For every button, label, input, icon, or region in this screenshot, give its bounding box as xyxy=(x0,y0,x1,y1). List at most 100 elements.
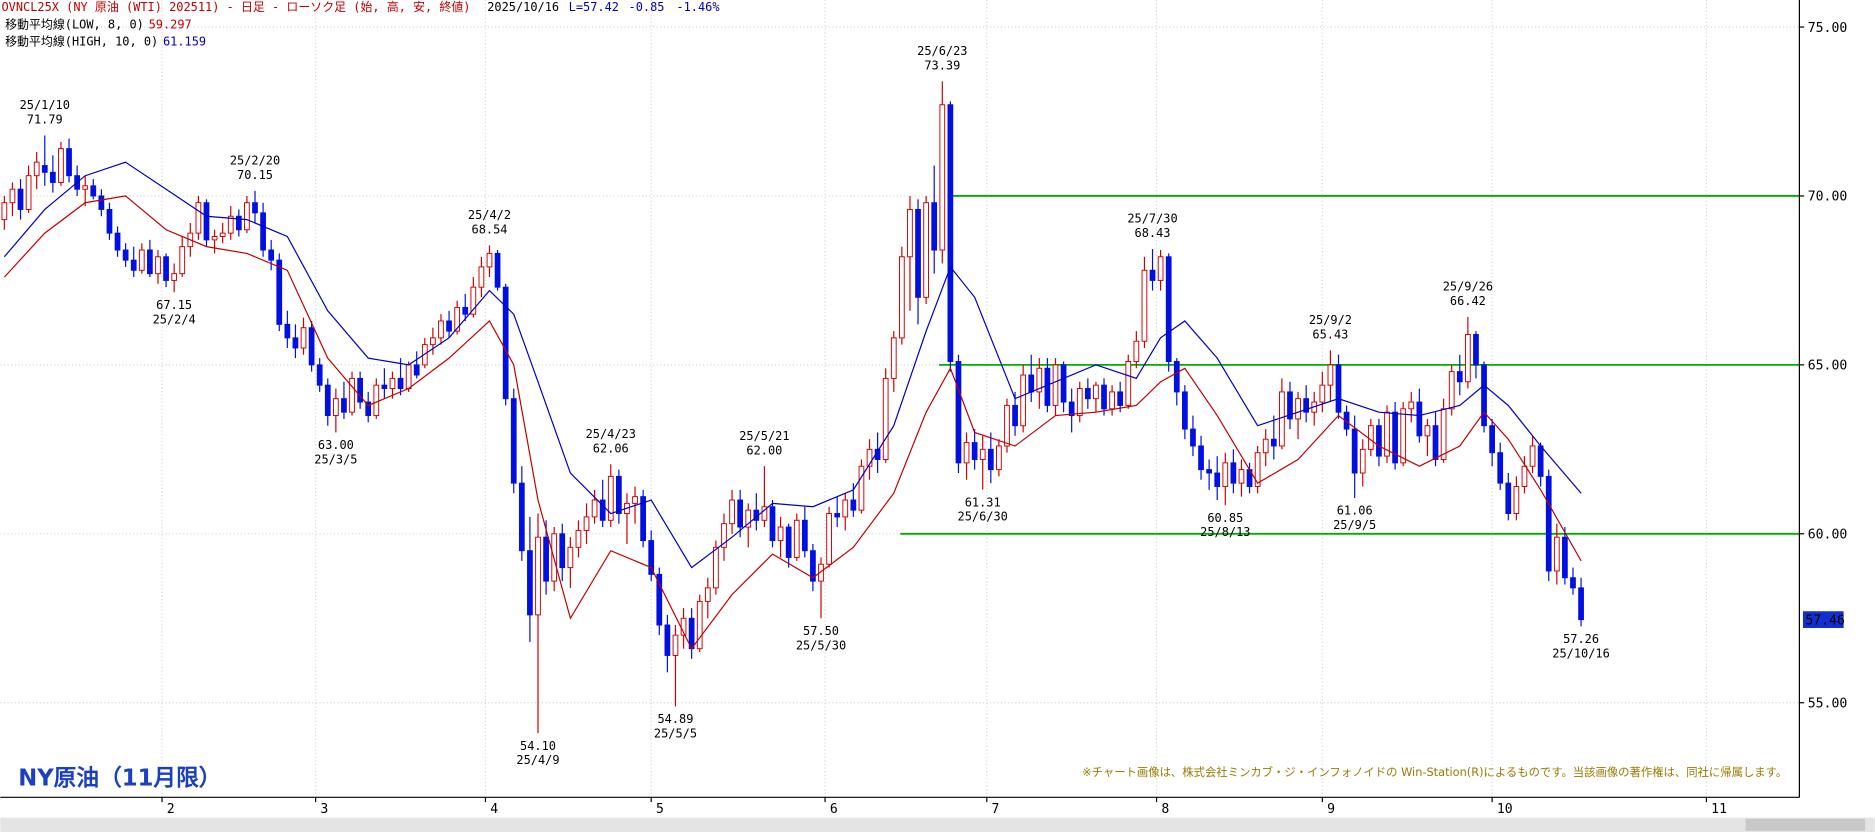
candle-body xyxy=(518,482,525,552)
candle-body xyxy=(769,506,776,542)
candle-body xyxy=(1408,401,1415,410)
candle-body xyxy=(1570,577,1576,589)
candle-body xyxy=(575,529,582,548)
candle-body xyxy=(1489,425,1495,454)
candle-body xyxy=(640,496,646,542)
credit: ※チャート画像は、株式会社ミンカブ・ジ・インフォノイドの Win-Station… xyxy=(1082,765,1787,779)
annotation-value: 54.89 xyxy=(657,712,693,726)
candle-body xyxy=(454,306,461,332)
candle-body xyxy=(341,398,347,413)
candle-body xyxy=(1529,445,1536,467)
candle-body xyxy=(1052,364,1059,406)
annotation-value: 60.85 xyxy=(1207,511,1243,525)
scrollbar-thumb[interactable] xyxy=(1745,818,1866,831)
candle-body xyxy=(1497,452,1504,484)
legend-label: 移動平均線(HIGH, 10, 0) xyxy=(5,33,158,48)
candle-body xyxy=(130,259,137,271)
x-tick-label: 8 xyxy=(1161,802,1169,817)
annotation-value: 68.54 xyxy=(472,222,508,236)
legend-entry: 移動平均線(LOW, 8, 0) 59.297 xyxy=(5,17,192,32)
candle-body xyxy=(494,252,501,288)
candle-body xyxy=(1117,391,1124,406)
candle-body xyxy=(1036,367,1043,393)
moving-average xyxy=(3,195,1582,650)
candle-body xyxy=(615,475,622,515)
candle-body xyxy=(793,519,800,558)
candle-body xyxy=(866,448,873,467)
x-tick-label: 4 xyxy=(490,802,498,817)
annotation-value: 68.43 xyxy=(1135,226,1171,240)
candle-body xyxy=(1157,256,1164,281)
candle-body xyxy=(1198,445,1204,471)
candle-body xyxy=(430,337,436,346)
candle-body xyxy=(1335,364,1342,413)
candle-body xyxy=(1456,371,1463,383)
candle-body xyxy=(543,536,549,582)
candle-body xyxy=(308,327,315,366)
candle-body xyxy=(729,499,735,525)
candle-body xyxy=(1295,398,1301,420)
candle-body xyxy=(1343,411,1350,430)
annotation-value: 65.43 xyxy=(1312,327,1348,341)
last: L=57.42 xyxy=(569,0,619,14)
candle-body xyxy=(171,273,178,281)
candle-body xyxy=(1149,269,1156,281)
candle-body xyxy=(438,320,444,339)
candle-body xyxy=(1473,333,1479,366)
candle-body xyxy=(227,215,234,234)
y-tick-label: 65.00 xyxy=(1808,359,1848,374)
candle-body xyxy=(1367,425,1374,450)
candle-body xyxy=(284,323,291,339)
candle-body xyxy=(607,475,614,521)
candle-body xyxy=(470,286,477,315)
candle-body xyxy=(292,337,299,349)
x-tick-label: 11 xyxy=(1711,802,1727,817)
candle-body xyxy=(1481,364,1487,427)
candle-body xyxy=(955,361,962,464)
candle-body xyxy=(721,523,727,548)
candle-body xyxy=(882,377,889,460)
candle-body xyxy=(996,445,1002,471)
x-tick-label: 3 xyxy=(320,802,328,817)
candle-body xyxy=(82,185,89,190)
legend-label: 移動平均線(LOW, 8, 0) xyxy=(5,17,144,32)
candle-body xyxy=(1465,333,1471,383)
candle-body xyxy=(1513,486,1520,515)
annotation-value: 62.00 xyxy=(746,443,782,457)
candle-body xyxy=(1020,374,1027,427)
candle-body xyxy=(810,550,816,582)
candle-body xyxy=(704,587,711,602)
candle-body xyxy=(211,236,218,241)
candle-body xyxy=(1448,371,1455,410)
candle-body xyxy=(842,499,849,518)
annotation-date: 25/6/23 xyxy=(917,44,967,58)
candle-body xyxy=(235,215,242,231)
candle-body xyxy=(58,148,64,183)
candle-body xyxy=(1287,391,1293,420)
candle-body xyxy=(462,306,469,315)
candle-body xyxy=(1060,364,1067,403)
candle-body xyxy=(971,442,978,460)
candle-body xyxy=(583,516,590,531)
candle-body xyxy=(648,540,655,575)
candle-body xyxy=(527,550,533,616)
candle-body xyxy=(90,185,97,197)
annotation-date: 25/10/16 xyxy=(1552,646,1610,660)
candle-body xyxy=(357,377,363,403)
candle-body xyxy=(510,398,517,484)
y-tick-label: 75.00 xyxy=(1808,21,1848,36)
candle-body xyxy=(785,526,792,558)
candle-body xyxy=(826,513,832,565)
candle-body xyxy=(155,256,161,275)
annotation-date: 25/9/5 xyxy=(1333,518,1376,532)
candle-body xyxy=(890,337,897,379)
candle-body xyxy=(1400,408,1407,464)
annotation-value: 73.39 xyxy=(924,58,960,72)
x-tick-label: 2 xyxy=(167,802,175,817)
candle-body xyxy=(1190,428,1196,447)
candle-body xyxy=(963,442,970,464)
candle-body xyxy=(478,266,485,288)
candle-body xyxy=(179,246,186,275)
annotation-date: 25/4/23 xyxy=(586,427,636,441)
annotation-value: 57.26 xyxy=(1563,632,1599,646)
